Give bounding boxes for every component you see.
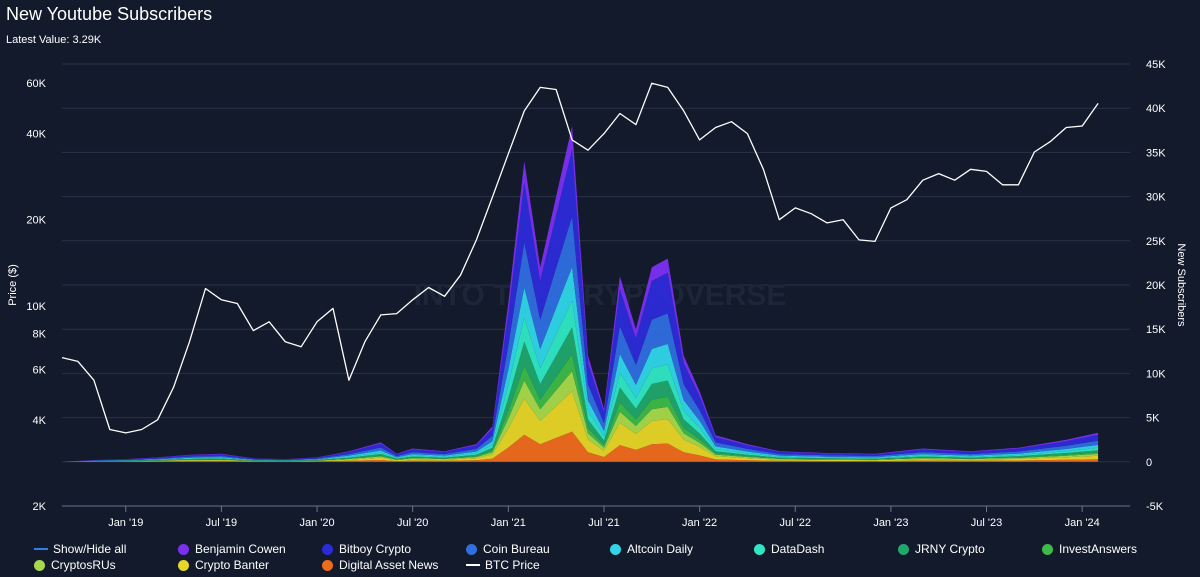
legend-swatch <box>610 543 621 555</box>
legend-label: JRNY Crypto <box>915 542 985 556</box>
legend-swatch <box>1042 543 1053 555</box>
legend-item-benjamin-cowen[interactable]: Benjamin Cowen <box>178 542 322 556</box>
legend-item-coin-bureau[interactable]: Coin Bureau <box>466 542 610 556</box>
legend-item-show-hide-all[interactable]: Show/Hide all <box>34 542 178 556</box>
x-tick-label: Jan '20 <box>299 517 334 529</box>
y-right-tick-label: -5K <box>1146 501 1164 513</box>
legend-item-jrny-crypto[interactable]: JRNY Crypto <box>898 542 1042 556</box>
y-left-tick-label: 8K <box>33 329 47 341</box>
y-left-tick-label: 10K <box>26 301 46 313</box>
legend-label: Altcoin Daily <box>627 542 694 556</box>
x-tick-label: Jul '22 <box>780 517 811 529</box>
y-right-axis-title: New Subscribers <box>1175 243 1187 327</box>
legend-swatch <box>466 564 480 566</box>
y-right-tick-label: 35K <box>1146 147 1166 159</box>
legend-item-bitboy-crypto[interactable]: Bitboy Crypto <box>322 542 466 556</box>
y-right-tick-label: 45K <box>1146 59 1166 71</box>
chart-legend: Show/Hide all Benjamin Cowen Bitboy Crypto… <box>34 542 1194 572</box>
x-tick-label: Jul '23 <box>971 517 1002 529</box>
y-right-tick-label: 30K <box>1146 192 1166 204</box>
y-left-tick-label: 6K <box>33 364 47 376</box>
legend-swatch <box>178 559 189 571</box>
legend-swatch <box>754 543 765 555</box>
y-right-tick-label: 15K <box>1146 324 1166 336</box>
latest-value: 3.29K <box>72 34 102 46</box>
y-left-axis-title: Price ($) <box>7 264 19 306</box>
x-tick-label: Jan '24 <box>1065 517 1100 529</box>
legend-label: DataDash <box>771 542 825 556</box>
legend-label: Crypto Banter <box>195 558 270 572</box>
y-left-tick-label: 2K <box>33 501 47 513</box>
legend-label: Coin Bureau <box>483 542 550 556</box>
legend-item-crypto-banter[interactable]: Crypto Banter <box>178 558 322 572</box>
x-tick-label: Jul '21 <box>588 517 619 529</box>
legend-swatch <box>898 543 909 555</box>
latest-value-line: Latest Value: 3.29K <box>6 34 101 46</box>
legend-label: InvestAnswers <box>1059 542 1138 556</box>
y-left-tick-label: 60K <box>26 78 46 90</box>
legend-label: Digital Asset News <box>339 558 439 572</box>
legend-swatch <box>178 543 189 555</box>
y-right-tick-label: 20K <box>1146 280 1166 292</box>
y-right-tick-label: 25K <box>1146 236 1166 248</box>
y-right-tick-label: 40K <box>1146 103 1166 115</box>
x-tick-label: Jul '19 <box>206 517 237 529</box>
x-tick-label: Jan '23 <box>873 517 908 529</box>
y-left-tick-label: 40K <box>26 129 46 141</box>
legend-swatch <box>322 559 333 571</box>
legend-item-investanswers[interactable]: InvestAnswers <box>1042 542 1186 556</box>
legend-swatch <box>34 559 45 571</box>
legend-swatch <box>466 543 477 555</box>
legend-label: Benjamin Cowen <box>195 542 286 556</box>
legend-label: CryptosRUs <box>51 558 116 572</box>
x-tick-label: Jan '21 <box>491 517 526 529</box>
legend-label: BTC Price <box>485 558 540 572</box>
watermark-text: INTO THE CRYPTOVERSE <box>414 279 787 312</box>
legend-item-digital-asset-news[interactable]: Digital Asset News <box>322 558 466 572</box>
btc-price-line <box>61 82 1099 434</box>
chart-canvas: -5K 0 5K 10K 15K 20K 25K 30K 35K 40K 45K 2K 4K 6K 8K 10… <box>7 59 1187 529</box>
x-tick-label: Jul '20 <box>397 517 428 529</box>
series-area-crypto-banter <box>62 391 1099 462</box>
legend-label: Bitboy Crypto <box>339 542 412 556</box>
y-right-tick-label: 10K <box>1146 368 1166 380</box>
chart-title: New Youtube Subscribers <box>6 4 213 24</box>
y-left-tick-label: 4K <box>33 415 47 427</box>
legend-item-cryptosrus[interactable]: CryptosRUs <box>34 558 178 572</box>
y-right-tick-label: 0 <box>1146 457 1152 469</box>
y-right-tick-label: 5K <box>1146 413 1160 425</box>
y-left-tick-label: 20K <box>26 215 46 227</box>
legend-swatch <box>34 548 48 550</box>
x-tick-label: Jan '19 <box>108 517 143 529</box>
legend-item-btc-price[interactable]: BTC Price <box>466 558 610 572</box>
series-area-digital-asset-news <box>62 431 1099 462</box>
legend-item-datadash[interactable]: DataDash <box>754 542 898 556</box>
latest-value-label: Latest Value: <box>6 34 70 46</box>
legend-swatch <box>322 543 333 555</box>
legend-label: Show/Hide all <box>53 542 127 556</box>
x-tick-label: Jan '22 <box>682 517 717 529</box>
legend-item-altcoin-daily[interactable]: Altcoin Daily <box>610 542 754 556</box>
